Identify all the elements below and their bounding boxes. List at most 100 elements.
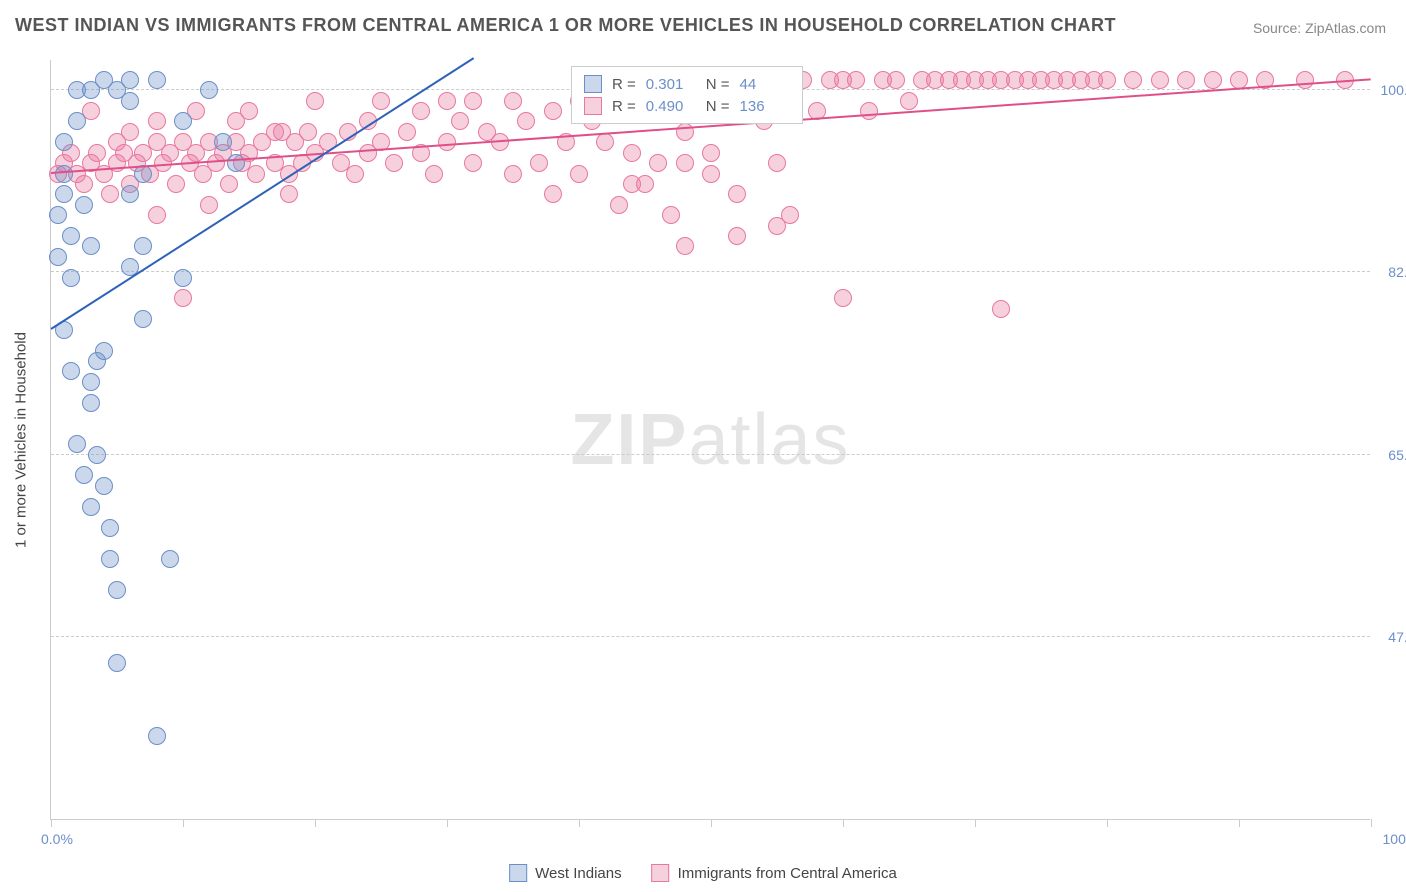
scatter-point-a — [49, 206, 67, 224]
scatter-point-b — [227, 112, 245, 130]
stat-r-a: 0.301 — [646, 76, 696, 93]
scatter-point-b — [702, 165, 720, 183]
scatter-point-a — [75, 196, 93, 214]
scatter-point-b — [464, 154, 482, 172]
x-tick — [51, 819, 52, 827]
legend-item-a: West Indians — [509, 864, 621, 882]
scatter-point-b — [860, 102, 878, 120]
scatter-point-b — [299, 123, 317, 141]
scatter-point-b — [412, 102, 430, 120]
scatter-point-b — [570, 165, 588, 183]
scatter-point-a — [55, 133, 73, 151]
x-axis-max-label: 100.0% — [1383, 831, 1406, 847]
stat-n-label: N = — [706, 76, 730, 93]
scatter-point-b — [167, 175, 185, 193]
scatter-point-b — [346, 165, 364, 183]
grid-line: 65.0% — [51, 454, 1370, 455]
watermark-zip: ZIP — [570, 400, 688, 480]
scatter-point-a — [121, 71, 139, 89]
scatter-point-a — [227, 154, 245, 172]
scatter-point-b — [623, 175, 641, 193]
scatter-point-a — [82, 394, 100, 412]
scatter-point-b — [174, 289, 192, 307]
scatter-point-a — [95, 71, 113, 89]
scatter-point-b — [1230, 71, 1248, 89]
legend-swatch-b — [652, 864, 670, 882]
scatter-point-a — [214, 133, 232, 151]
stats-row-b: R = 0.490 N = 136 — [584, 95, 790, 117]
scatter-point-a — [68, 112, 86, 130]
scatter-point-a — [68, 435, 86, 453]
scatter-point-b — [781, 206, 799, 224]
scatter-point-a — [49, 248, 67, 266]
y-axis-label: 1 or more Vehicles in Household — [13, 332, 30, 548]
scatter-point-a — [148, 727, 166, 745]
scatter-point-a — [82, 498, 100, 516]
scatter-point-b — [544, 185, 562, 203]
scatter-point-b — [649, 154, 667, 172]
swatch-series-b — [584, 97, 602, 115]
scatter-point-b — [425, 165, 443, 183]
scatter-point-a — [200, 81, 218, 99]
stats-legend-box: R = 0.301 N = 44 R = 0.490 N = 136 — [571, 66, 803, 124]
scatter-point-b — [1296, 71, 1314, 89]
legend-label-b: Immigrants from Central America — [678, 865, 897, 882]
scatter-point-a — [108, 581, 126, 599]
scatter-point-a — [134, 310, 152, 328]
scatter-point-b — [1204, 71, 1222, 89]
scatter-point-a — [174, 269, 192, 287]
scatter-point-b — [1151, 71, 1169, 89]
x-tick — [1239, 819, 1240, 827]
stat-n-b: 136 — [740, 98, 790, 115]
scatter-point-b — [108, 133, 126, 151]
scatter-point-a — [88, 446, 106, 464]
scatter-point-b — [75, 175, 93, 193]
scatter-point-b — [1124, 71, 1142, 89]
scatter-point-b — [280, 185, 298, 203]
scatter-point-a — [82, 373, 100, 391]
x-tick — [1107, 819, 1108, 827]
stat-n-label-b: N = — [706, 98, 730, 115]
scatter-point-b — [504, 92, 522, 110]
scatter-point-b — [623, 144, 641, 162]
scatter-point-b — [385, 154, 403, 172]
scatter-point-b — [676, 237, 694, 255]
scatter-point-b — [728, 227, 746, 245]
scatter-point-b — [247, 165, 265, 183]
legend-item-b: Immigrants from Central America — [652, 864, 897, 882]
scatter-point-b — [438, 92, 456, 110]
scatter-point-b — [610, 196, 628, 214]
scatter-point-b — [306, 92, 324, 110]
source-attribution: Source: ZipAtlas.com — [1253, 20, 1386, 36]
stat-n-a: 44 — [740, 76, 790, 93]
scatter-point-a — [148, 71, 166, 89]
scatter-point-b — [220, 175, 238, 193]
scatter-point-b — [148, 206, 166, 224]
scatter-point-a — [121, 185, 139, 203]
x-tick — [315, 819, 316, 827]
scatter-point-b — [900, 92, 918, 110]
scatter-point-b — [530, 154, 548, 172]
x-tick — [711, 819, 712, 827]
scatter-point-b — [504, 165, 522, 183]
legend-label-a: West Indians — [535, 865, 621, 882]
scatter-point-a — [101, 519, 119, 537]
scatter-point-a — [75, 466, 93, 484]
scatter-point-b — [517, 112, 535, 130]
scatter-point-b — [834, 289, 852, 307]
scatter-point-b — [1098, 71, 1116, 89]
y-tick-label: 65.0% — [1388, 447, 1406, 463]
scatter-point-b — [438, 133, 456, 151]
x-tick — [447, 819, 448, 827]
y-tick-label: 47.5% — [1388, 629, 1406, 645]
scatter-point-b — [544, 102, 562, 120]
scatter-point-a — [55, 165, 73, 183]
stat-r-label-b: R = — [612, 98, 636, 115]
chart-plot-area: 1 or more Vehicles in Household ZIPatlas… — [50, 60, 1370, 820]
chart-title: WEST INDIAN VS IMMIGRANTS FROM CENTRAL A… — [15, 15, 1116, 36]
scatter-point-b — [372, 92, 390, 110]
scatter-point-b — [662, 206, 680, 224]
scatter-point-a — [95, 477, 113, 495]
scatter-point-a — [88, 352, 106, 370]
scatter-point-a — [134, 237, 152, 255]
